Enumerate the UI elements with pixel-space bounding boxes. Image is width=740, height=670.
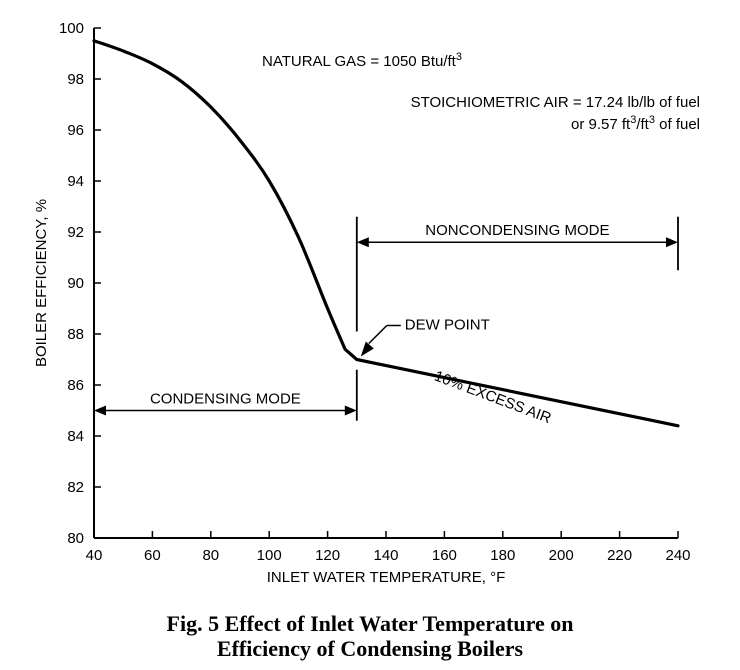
natural-gas-annotation: NATURAL GAS = 1050 Btu/ft3 (262, 51, 462, 70)
x-tick-label: 140 (373, 547, 398, 564)
y-tick-label: 90 (67, 275, 84, 292)
dew-point-leader-line (368, 324, 388, 345)
y-tick-label: 84 (67, 428, 84, 445)
y-axis-ticks: 80 82 84 86 88 90 92 94 96 98 100 (59, 20, 101, 547)
y-tick-label: 100 (59, 20, 84, 37)
mode-regions: CONDENSING MODE NONCONDENSING MODE (94, 216, 679, 421)
x-tick-label: 60 (144, 547, 161, 564)
x-tick-label: 240 (665, 547, 690, 564)
noncondensing-mode-arrow-arrow-left (356, 237, 369, 248)
y-tick-label: 80 (67, 530, 84, 547)
y-tick-label: 98 (67, 71, 84, 88)
figure-caption-line1: Fig. 5 Effect of Inlet Water Temperature… (166, 611, 574, 636)
y-tick-label: 86 (67, 377, 84, 394)
x-tick-label: 120 (315, 547, 340, 564)
y-axis-label: BOILER EFFICIENCY, % (33, 199, 50, 367)
condensing-mode-arrow-arrow-right (344, 405, 357, 416)
x-tick-label: 40 (86, 547, 103, 564)
figure-caption-line2: Efficiency of Condensing Boilers (216, 636, 524, 661)
x-tick-label: 80 (202, 547, 219, 564)
dew-point-label: DEW POINT (405, 317, 490, 334)
condensing-mode-label: CONDENSING MODE (150, 391, 301, 408)
stoichiometric-air-line2: or 9.57 ft3/ft3 of fuel (571, 114, 700, 133)
condensing-mode-arrow-arrow-left (94, 405, 106, 416)
y-tick-label: 88 (67, 326, 84, 343)
y-tick-label: 82 (67, 479, 84, 496)
noncondensing-mode-label: NONCONDENSING MODE (425, 222, 609, 239)
efficiency-curve-10-excess-air (92, 39, 680, 428)
stoichiometric-air-line1: STOICHIOMETRIC AIR = 17.24 lb/lb of fuel (411, 94, 700, 111)
chart: 40 60 80 100 120 140 160 180 200 220 240 808284868… (33, 20, 700, 586)
y-tick-label: 92 (67, 224, 84, 241)
x-tick-label: 180 (490, 547, 515, 564)
y-tick-label: 96 (67, 122, 84, 139)
dew-point-arrowhead (360, 341, 374, 357)
x-tick-label: 100 (257, 547, 282, 564)
x-tick-label: 220 (607, 547, 632, 564)
x-tick-label: 160 (432, 547, 457, 564)
x-axis-label: INLET WATER TEMPERATURE, °F (267, 569, 506, 586)
x-tick-label: 200 (549, 547, 574, 564)
y-tick-label: 94 (67, 173, 84, 190)
noncondensing-mode-arrow-arrow-right (666, 237, 678, 248)
x-axis-ticks: 40 60 80 100 120 140 160 180 200 220 240 (86, 531, 691, 564)
